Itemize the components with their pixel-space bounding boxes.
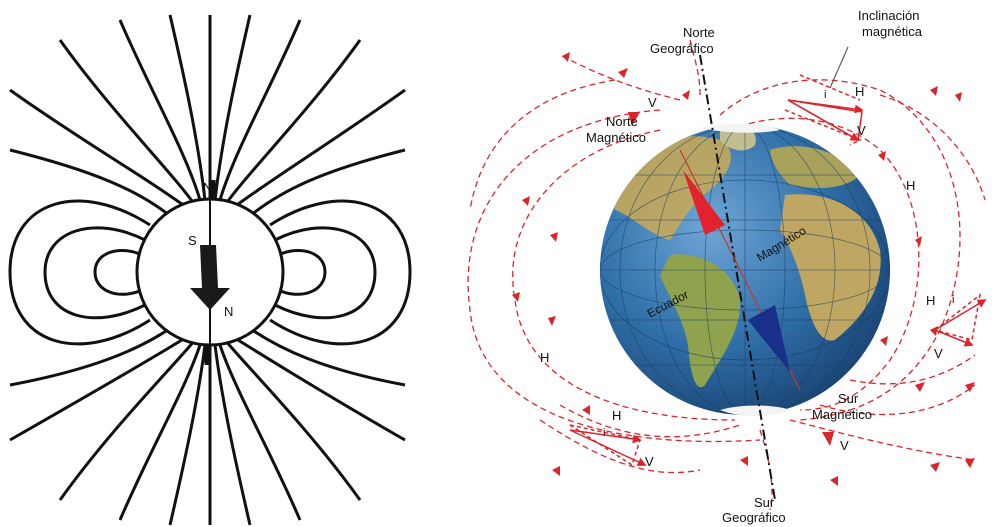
label-h-bottom-left: H — [612, 408, 621, 423]
continents — [600, 125, 890, 415]
label-north-geographic-1: Norte — [683, 25, 715, 40]
label-south-magnetic-2: Magnético — [812, 407, 872, 422]
geographic-axis — [699, 54, 776, 501]
label-south-geographic-1: Sur — [754, 495, 775, 510]
earth-globe-diagram: Norte Geográfico Inclinación magnética N… — [467, 8, 987, 525]
label-v-top-right: V — [857, 123, 866, 138]
label-h-right-mid: H — [926, 293, 935, 308]
label-north-magnetic-1: Norte — [606, 114, 638, 129]
vector-top-right — [784, 74, 864, 146]
v-arrow-top-left — [628, 112, 640, 126]
south-magnetic-pole-arrow — [748, 305, 790, 372]
field-lines — [8, 14, 412, 526]
label-north-geographic-2: Geográfico — [650, 41, 714, 56]
label-north-magnetic-2: Magnético — [586, 130, 646, 145]
label-h-left: H — [540, 350, 549, 365]
magnet-arrow — [190, 245, 230, 310]
label-v-bottom-left: V — [645, 454, 654, 469]
label-i-bottom-left: i — [603, 427, 605, 439]
label-n-inner: N — [224, 304, 233, 319]
north-magnetic-pole-arrow — [683, 170, 725, 235]
inclination-pointer — [829, 46, 849, 89]
label-inclination-2: magnética — [862, 24, 923, 39]
label-v-top-left: V — [648, 95, 657, 110]
label-s-bottom: S — [203, 351, 212, 366]
label-h-top-right: H — [855, 84, 864, 99]
label-i-top-right: i — [824, 89, 826, 101]
bar-magnet-diagram: N S N S — [8, 14, 412, 526]
label-south-geographic-2: Geográfico — [722, 510, 786, 525]
v-arrow-bottom-right — [822, 432, 834, 446]
label-south-magnetic-1: Sur — [838, 391, 859, 406]
label-s-inner: S — [188, 233, 197, 248]
label-v-right-mid: V — [934, 346, 943, 361]
label-h-right-upper: H — [906, 178, 915, 193]
label-inclination-1: Inclinación — [858, 8, 919, 23]
vector-bottom-left — [569, 424, 647, 467]
label-i-right-mid: i — [952, 294, 954, 306]
label-n-top: N — [203, 180, 212, 195]
label-v-bottom-right: V — [840, 438, 849, 453]
vector-right-mid — [933, 293, 987, 347]
